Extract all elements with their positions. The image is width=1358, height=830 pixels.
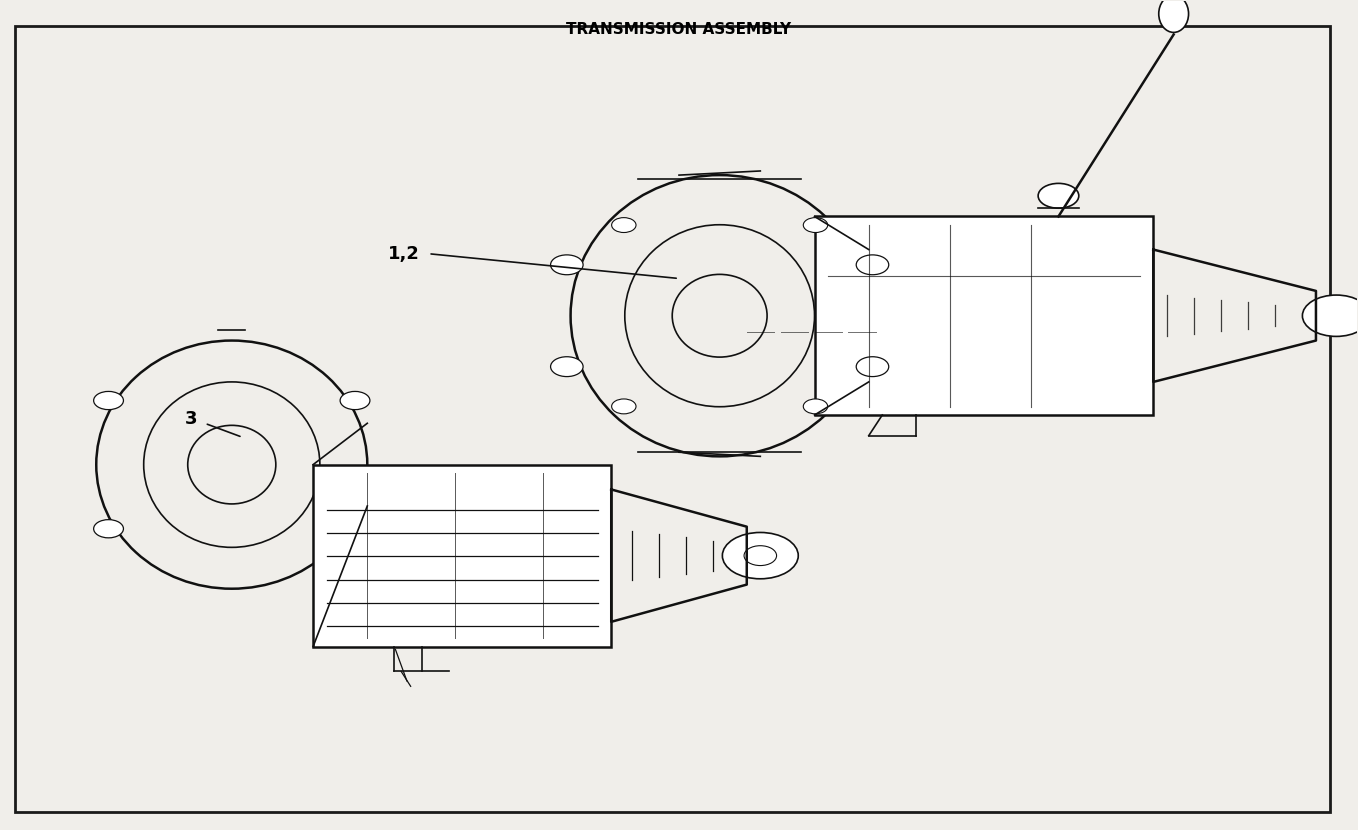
Ellipse shape bbox=[1158, 0, 1188, 32]
Bar bbox=[815, 217, 1153, 415]
Bar bbox=[314, 465, 611, 647]
Text: 1,2: 1,2 bbox=[387, 245, 420, 262]
Text: 3: 3 bbox=[185, 410, 197, 428]
Circle shape bbox=[744, 545, 777, 565]
Circle shape bbox=[611, 217, 636, 232]
Circle shape bbox=[94, 392, 124, 410]
Circle shape bbox=[340, 520, 369, 538]
Circle shape bbox=[94, 520, 124, 538]
Circle shape bbox=[804, 217, 827, 232]
Text: TRANSMISSION ASSEMBLY: TRANSMISSION ASSEMBLY bbox=[566, 22, 792, 37]
Circle shape bbox=[722, 533, 799, 579]
Circle shape bbox=[550, 357, 583, 377]
Circle shape bbox=[856, 357, 888, 377]
Circle shape bbox=[550, 255, 583, 275]
Circle shape bbox=[804, 399, 827, 414]
Circle shape bbox=[611, 399, 636, 414]
Circle shape bbox=[856, 255, 888, 275]
Circle shape bbox=[1302, 295, 1358, 336]
Circle shape bbox=[1038, 183, 1078, 208]
Circle shape bbox=[340, 392, 369, 410]
